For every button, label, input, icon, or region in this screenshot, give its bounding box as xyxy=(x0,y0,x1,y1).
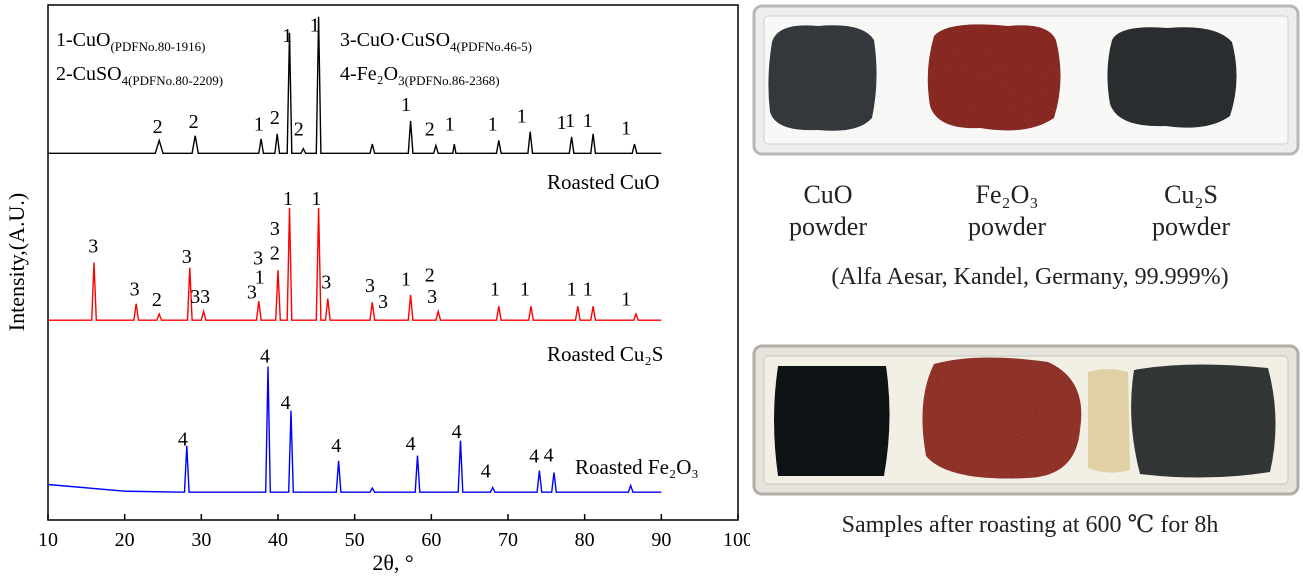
x-tick-label: 90 xyxy=(651,529,671,551)
x-tick-label: 40 xyxy=(268,529,288,551)
peak-label: 3 xyxy=(365,275,375,297)
plot-frame xyxy=(47,4,739,521)
peak-label: 1 xyxy=(255,266,265,288)
peak-label: 1 xyxy=(567,278,577,300)
peak-label: 1 xyxy=(282,25,292,47)
x-tick-label: 70 xyxy=(498,529,518,551)
photos xyxy=(752,4,1300,496)
peak-label: 4 xyxy=(406,433,416,455)
sample-name: Fe₂O₃ xyxy=(975,180,1039,209)
peak-label: 2 xyxy=(153,116,163,138)
peak-label: 1 xyxy=(583,110,593,132)
peak-label: 1 xyxy=(557,112,567,134)
peak-label: 3 xyxy=(247,281,257,303)
peak-label: 2 xyxy=(294,119,304,141)
x-tick-label: 50 xyxy=(345,529,365,551)
photo-caption: Samples after roasting at 600 ℃ for 8h xyxy=(841,512,1219,538)
peak-label: 3 xyxy=(130,278,140,300)
phase-note-sub: 3(PDFNo.86-2368) xyxy=(398,73,499,88)
peak-label: 4 xyxy=(260,346,270,368)
sample-label: powder xyxy=(968,212,1046,241)
peak-label: 4 xyxy=(331,435,341,457)
phase-note: 3-CuO·CuSO4(PDFNo.46-5) xyxy=(340,29,532,54)
y-axis-title: Intensity,(A.U.) xyxy=(4,193,29,332)
peak-label: 1 xyxy=(490,278,500,300)
peak-label: 3 xyxy=(200,286,210,308)
peak-label: 1 xyxy=(311,188,321,210)
spectrum-line xyxy=(48,207,662,321)
peak-label: 1 xyxy=(310,15,320,37)
phase-note-sub: 4(PDFNo.80-2209) xyxy=(122,73,223,88)
x-tick-label: 80 xyxy=(575,529,595,551)
peak-label: 4 xyxy=(481,461,491,483)
peak-label: 4 xyxy=(544,445,554,467)
phase-note-text: 1-CuO xyxy=(56,29,110,51)
phase-note: 4-Fe₂O3(PDFNo.86-2368) xyxy=(340,63,500,88)
series-label: Roasted Fe₂O₃ xyxy=(575,455,699,479)
series-label: Roasted CuO xyxy=(547,170,660,194)
photo-roasted xyxy=(752,344,1300,496)
source-note: (Alfa Aesar, Kandel, Germany, 99.999%) xyxy=(831,264,1229,290)
phase-note-text: 4-Fe₂O xyxy=(340,63,398,85)
peak-label: 3 xyxy=(427,286,437,308)
peak-label: 1 xyxy=(520,278,530,300)
peak-label: 4 xyxy=(529,446,539,468)
x-tick-label: 60 xyxy=(421,529,441,551)
peak-label: 2 xyxy=(152,289,162,311)
peak-label: 2 xyxy=(270,243,280,265)
peak-label: 2 xyxy=(425,264,435,286)
peak-label: 1 xyxy=(621,289,631,311)
x-tick-label: 100 xyxy=(723,529,750,551)
sample-name: Cu₂S xyxy=(1164,180,1218,209)
phase-note-sub: 4(PDFNo.46-5) xyxy=(450,39,532,54)
x-tick-label: 20 xyxy=(115,529,135,551)
photo-raw xyxy=(752,4,1300,156)
x-tick-label: 10 xyxy=(38,529,58,551)
sample-name: CuO xyxy=(803,180,853,209)
peak-label: 4 xyxy=(281,392,291,414)
peak-label: 4 xyxy=(178,429,188,451)
peak-label: 2 xyxy=(189,111,199,133)
peak-label: 3 xyxy=(270,218,280,240)
peak-label: 4 xyxy=(452,421,462,443)
peak-label: 3 xyxy=(378,291,388,313)
peak-label: 1 xyxy=(401,94,411,116)
peak-label: 1 xyxy=(254,113,264,135)
x-axis-title: 2θ, ° xyxy=(372,550,413,575)
peak-label: 3 xyxy=(88,236,98,258)
peak-label: 2 xyxy=(270,107,280,129)
peak-label: 1 xyxy=(283,188,293,210)
peak-label: 1 xyxy=(621,118,631,140)
phase-note-text: 2-CuSO xyxy=(56,63,122,85)
phase-note: 2-CuSO4(PDFNo.80-2209) xyxy=(56,63,223,88)
phase-note-sub: (PDFNo.80-1916) xyxy=(110,39,205,54)
peak-label: 3 xyxy=(253,247,263,269)
peak-label: 2 xyxy=(425,119,435,141)
peak-label: 1 xyxy=(445,113,455,135)
peak-label: 1 xyxy=(565,110,575,132)
chart: 2θ, ° Intensity,(A.U.) 10 20 30 40 50 60 70 80 9… xyxy=(4,4,750,575)
peak-label: 3 xyxy=(182,246,192,268)
peak-label: 3 xyxy=(190,286,200,308)
x-tick-label: 30 xyxy=(191,529,211,551)
sample-label: powder xyxy=(1152,212,1230,241)
peak-label: 1 xyxy=(583,278,593,300)
spectrum-line xyxy=(47,366,662,493)
peak-label: 1 xyxy=(488,113,498,135)
spectrum-line xyxy=(48,16,662,154)
peak-label: 3 xyxy=(321,272,331,294)
series-label: Roasted Cu₂S xyxy=(547,342,663,366)
peak-label: 1 xyxy=(517,106,527,128)
phase-note-text: 3-CuO·CuSO xyxy=(340,29,450,51)
sample-label: powder xyxy=(789,212,867,241)
peak-label: 1 xyxy=(401,268,411,290)
phase-note: 1-CuO(PDFNo.80-1916) xyxy=(56,29,205,54)
